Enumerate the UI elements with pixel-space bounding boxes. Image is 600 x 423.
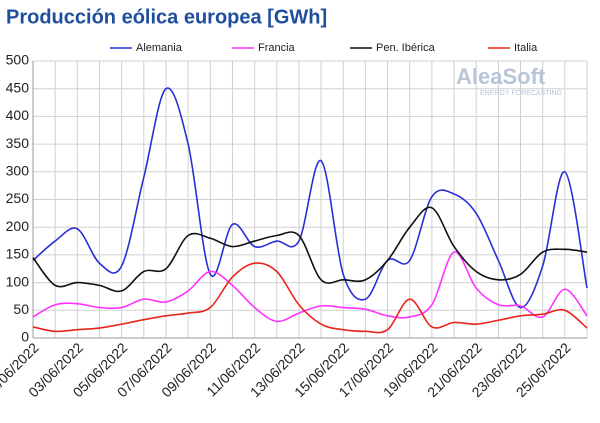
line-series: [32, 87, 588, 309]
y-tick-label: 200: [6, 218, 30, 234]
chart-title: Producción eólica europea [GWh]: [6, 6, 327, 28]
legend-label: Italia: [514, 42, 538, 54]
y-tick-label: 250: [6, 190, 30, 206]
legend-label: Francia: [258, 42, 296, 54]
legend-label: Alemania: [136, 42, 183, 54]
y-tick-label: 150: [6, 246, 30, 262]
watermark-brand: AleaSoft: [456, 64, 546, 89]
y-tick-label: 100: [6, 273, 30, 289]
y-tick-label: 350: [6, 135, 30, 151]
y-tick-label: 0: [21, 329, 29, 345]
y-tick-label: 50: [13, 301, 29, 317]
y-tick-label: 500: [6, 52, 30, 68]
watermark-tagline: ENERGY FORECASTING: [480, 90, 562, 97]
line-series: [32, 262, 588, 334]
legend-label: Pen. Ibérica: [376, 42, 436, 54]
y-tick-label: 450: [6, 79, 30, 95]
y-tick-label: 300: [6, 163, 30, 179]
line-series: [32, 206, 588, 293]
y-tick-label: 400: [6, 107, 30, 123]
line-series: [32, 251, 588, 323]
